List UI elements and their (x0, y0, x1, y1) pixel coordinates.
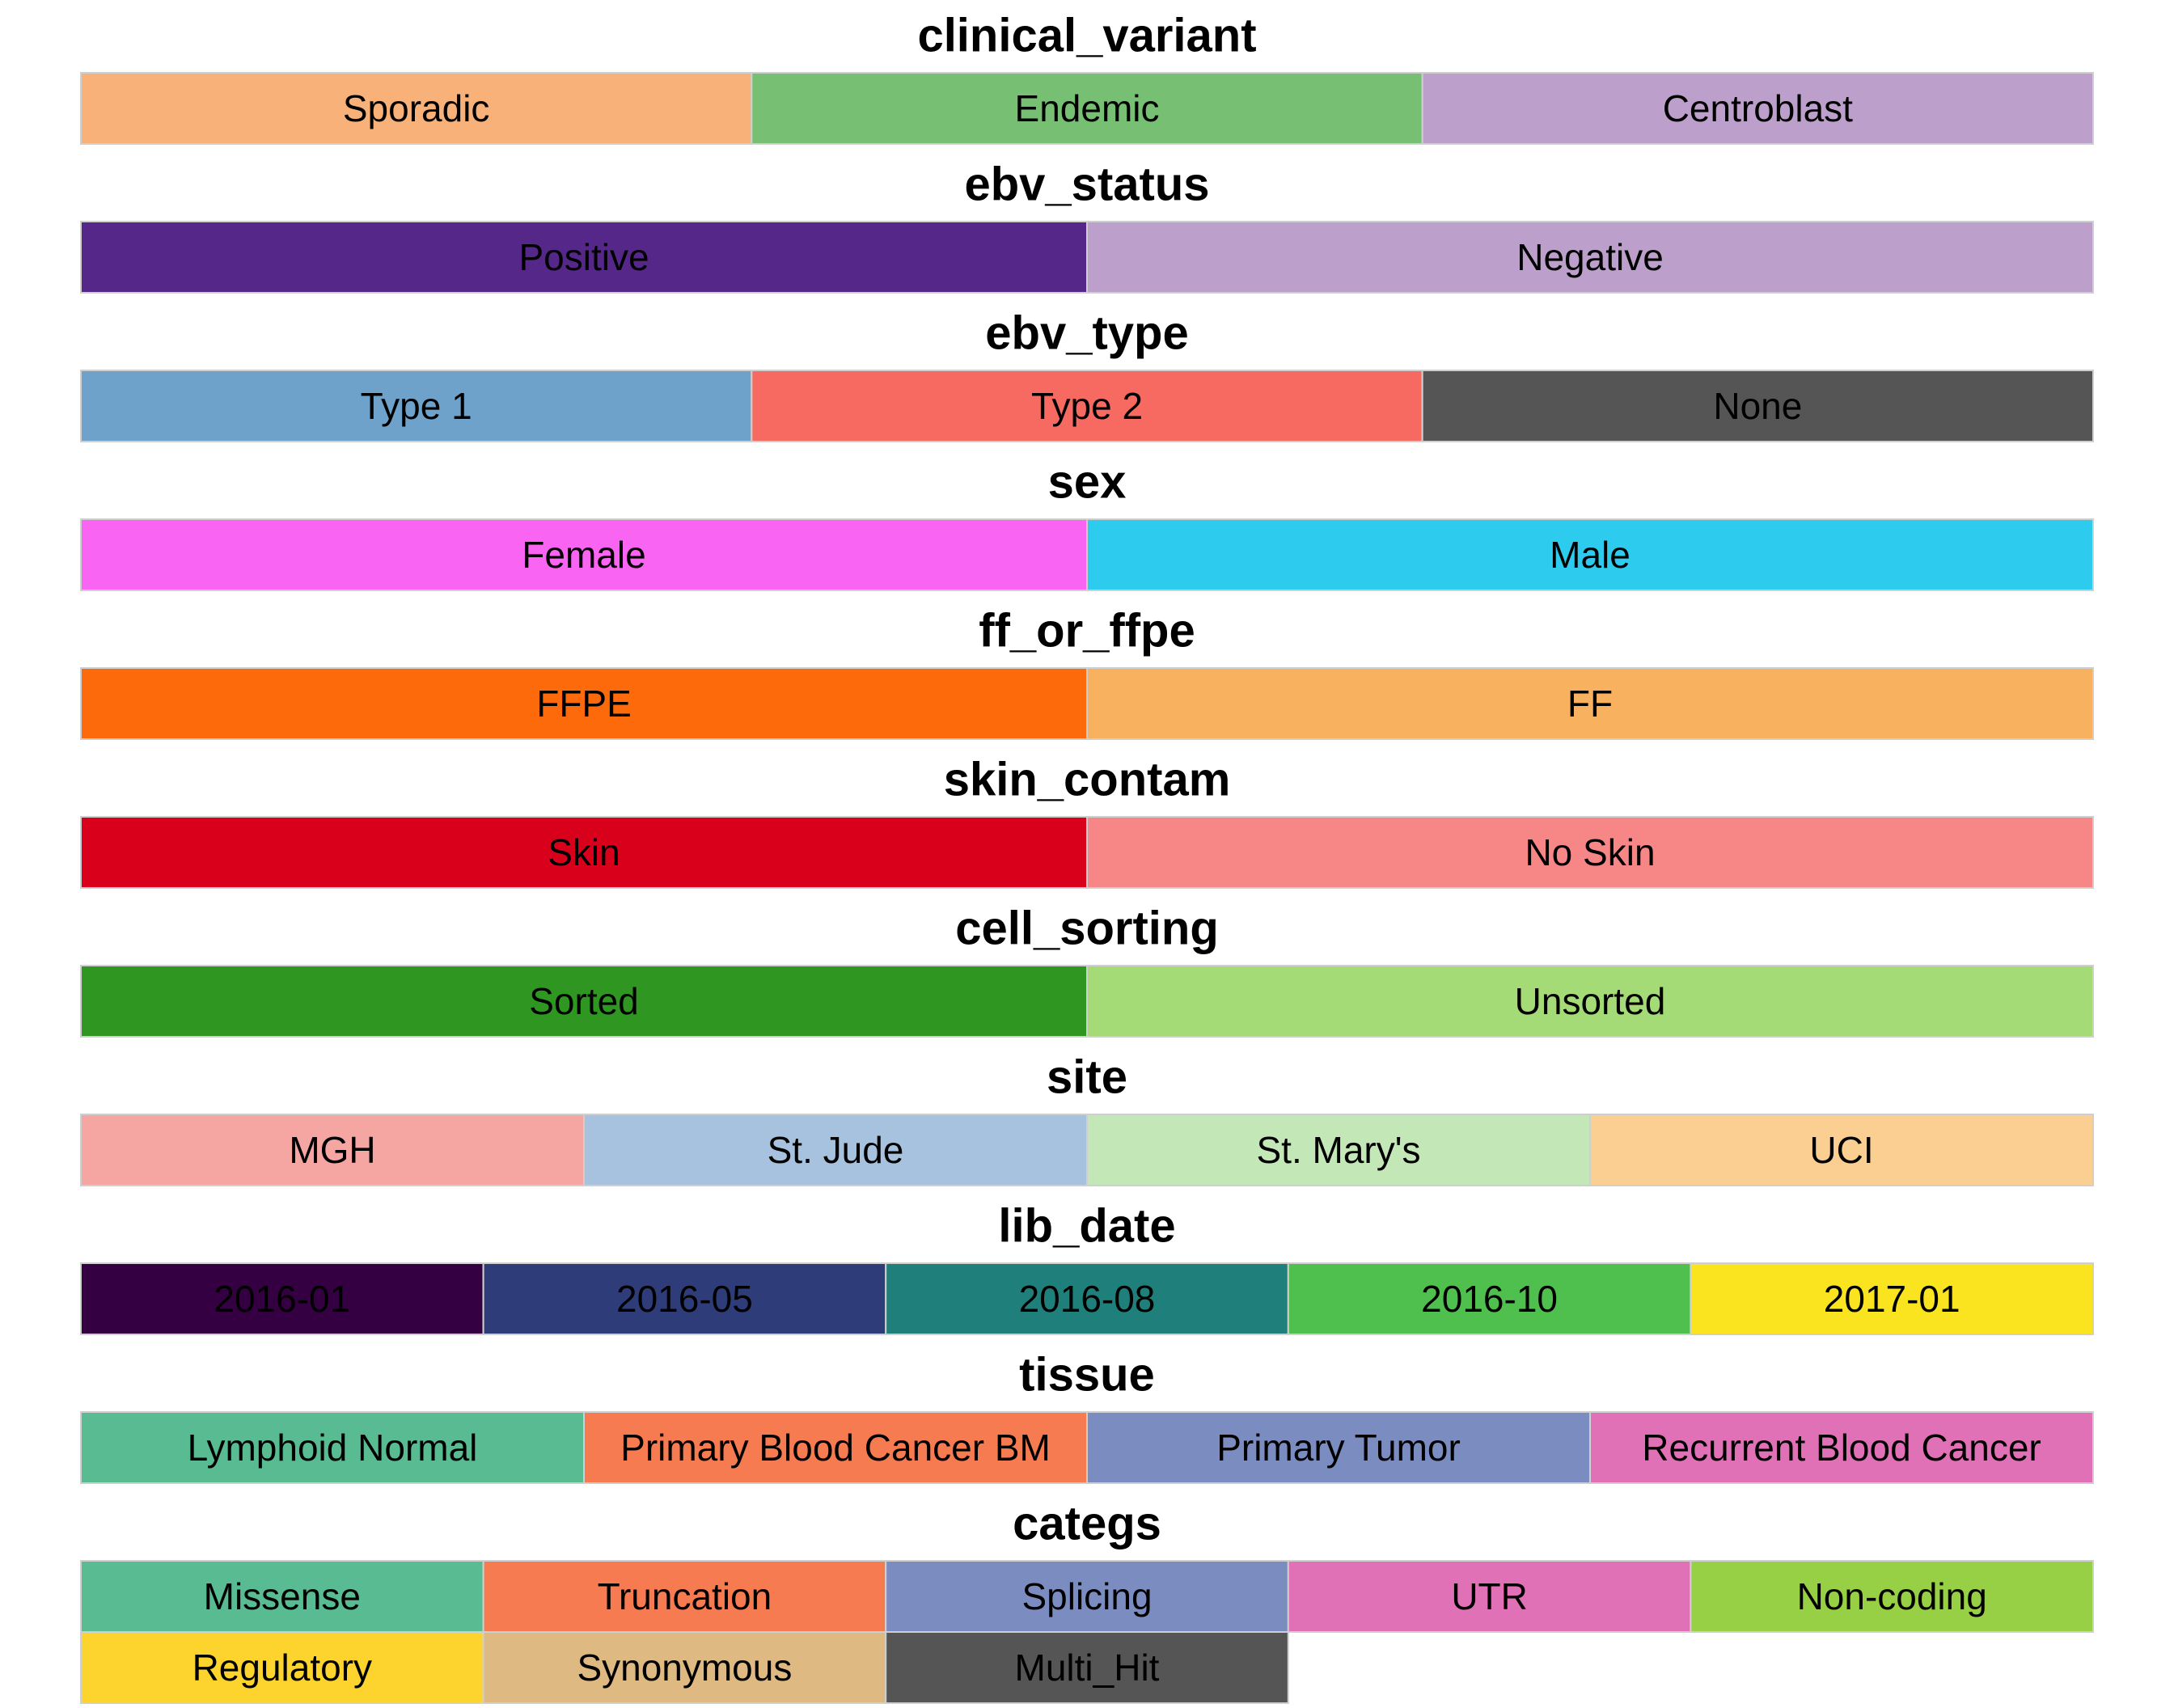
swatch-ff (1086, 667, 2094, 740)
swatch-label: Missense (204, 1575, 361, 1617)
swatch-label: Multi_Hit (1015, 1647, 1160, 1689)
swatch-label: No Skin (1525, 831, 1655, 873)
swatch-label: Negative (1516, 236, 1664, 278)
swatch-primary-tumor (1086, 1411, 1591, 1484)
panel-title: skin_contam (944, 754, 1231, 806)
swatch-label: Endemic (1015, 87, 1160, 129)
swatch-label: Lymphoid Normal (188, 1427, 478, 1469)
swatch-2016-05 (482, 1262, 887, 1335)
swatch-st-jude (583, 1114, 1088, 1186)
panel-title: categs (1013, 1498, 1161, 1550)
swatch-synonymous (482, 1631, 887, 1704)
panel-title: ebv_status (964, 159, 1209, 211)
swatch-label: Non-coding (1797, 1575, 1987, 1617)
swatch-truncation (482, 1560, 887, 1633)
swatch-2016-01 (80, 1262, 484, 1335)
swatch-none (1421, 370, 2094, 442)
swatch-label: Synonymous (577, 1647, 792, 1689)
swatch-label: Skin (548, 831, 620, 873)
swatch-label: Male (1550, 534, 1630, 576)
swatch-label: Recurrent Blood Cancer (1642, 1427, 2041, 1469)
swatch-label: UCI (1809, 1129, 1873, 1171)
swatch-recurrent-blood-cancer (1589, 1411, 2094, 1484)
palette-panel: skin_contam Skin No Skin (80, 754, 2094, 889)
panel-title: site (1047, 1051, 1127, 1104)
palette-panel: clinical_variant Sporadic Endemic Centrobla… (80, 10, 2094, 145)
swatch-endemic (751, 72, 1423, 145)
swatch-type-1 (80, 370, 753, 442)
swatch-sporadic (80, 72, 753, 145)
swatch-label: St. Mary's (1256, 1129, 1420, 1171)
swatch-label: 2017-01 (1824, 1278, 1960, 1320)
swatch-label: FF (1567, 683, 1613, 725)
panel-title: lib_date (998, 1200, 1175, 1253)
swatch-label: 2016-01 (214, 1278, 350, 1320)
palette-panel: categs Missense Truncation Splicing UTR Non-c… (80, 1498, 2094, 1704)
swatch-label: St. Jude (768, 1129, 904, 1171)
swatch-label: FFPE (536, 683, 632, 725)
swatch-label: Primary Blood Cancer BM (620, 1427, 1051, 1469)
swatch-label: MGH (289, 1129, 375, 1171)
panel-title: tissue (1019, 1349, 1155, 1401)
swatch-non-coding (1690, 1560, 2094, 1633)
swatch-mgh (80, 1114, 585, 1186)
swatch-multi-hit (885, 1631, 1289, 1704)
palette-panel: sex Female Male (80, 456, 2094, 591)
swatch-label: Positive (518, 236, 649, 278)
swatch-positive (80, 221, 1088, 294)
swatch-no-skin (1086, 816, 2094, 889)
swatch-label: Sporadic (343, 87, 490, 129)
swatch-label: 2016-10 (1421, 1278, 1558, 1320)
panel-title: clinical_variant (917, 10, 1256, 62)
swatch-label: UTR (1451, 1575, 1528, 1617)
swatch-label: 2016-08 (1019, 1278, 1156, 1320)
swatch-label: Splicing (1021, 1575, 1152, 1617)
palette-panel: ebv_type Type 1 Type 2 None (80, 307, 2094, 442)
swatch-label: Sorted (529, 980, 639, 1022)
swatch-label: 2016-05 (616, 1278, 753, 1320)
swatch-label: Centroblast (1663, 87, 1853, 129)
swatch-label: Female (522, 534, 645, 576)
palette-panel: site MGH St. Jude St. Mary's UCI (80, 1051, 2094, 1186)
swatch-negative (1086, 221, 2094, 294)
swatch-label: Type 2 (1031, 385, 1143, 427)
swatch-male (1086, 518, 2094, 591)
palette-panel: lib_date 2016-01 2016-05 2016-08 2016-10 2017… (80, 1200, 2094, 1335)
swatch-regulatory (80, 1631, 484, 1704)
swatch-2017-01 (1690, 1262, 2094, 1335)
swatch-primary-blood-cancer-bm (583, 1411, 1088, 1484)
swatch-label: Unsorted (1515, 980, 1666, 1022)
palette-panel: ff_or_ffpe FFPE FF (80, 605, 2094, 740)
swatch-label: Primary Tumor (1216, 1427, 1461, 1469)
swatch-uci (1589, 1114, 2094, 1186)
swatch-label: None (1713, 385, 1802, 427)
swatch-unsorted (1086, 965, 2094, 1038)
swatch-centroblast (1421, 72, 2094, 145)
swatch-skin (80, 816, 1088, 889)
swatch-label: Type 1 (361, 385, 472, 427)
swatch-type-2 (751, 370, 1423, 442)
swatch-label: Regulatory (192, 1647, 372, 1689)
panel-title: ebv_type (985, 307, 1188, 360)
palette-panel: tissue Lymphoid Normal Primary Blood Cance… (80, 1349, 2094, 1484)
palette-panel: ebv_status Positive Negative (80, 159, 2094, 294)
swatch-st-mary-s (1086, 1114, 1591, 1186)
panel-title: cell_sorting (955, 903, 1219, 955)
palette-panel: cell_sorting Sorted Unsorted (80, 903, 2094, 1038)
swatch-label: Truncation (598, 1575, 772, 1617)
swatch-female (80, 518, 1088, 591)
panel-title: sex (1048, 456, 1127, 509)
panel-title: ff_or_ffpe (979, 605, 1195, 657)
swatch-2016-08 (885, 1262, 1289, 1335)
